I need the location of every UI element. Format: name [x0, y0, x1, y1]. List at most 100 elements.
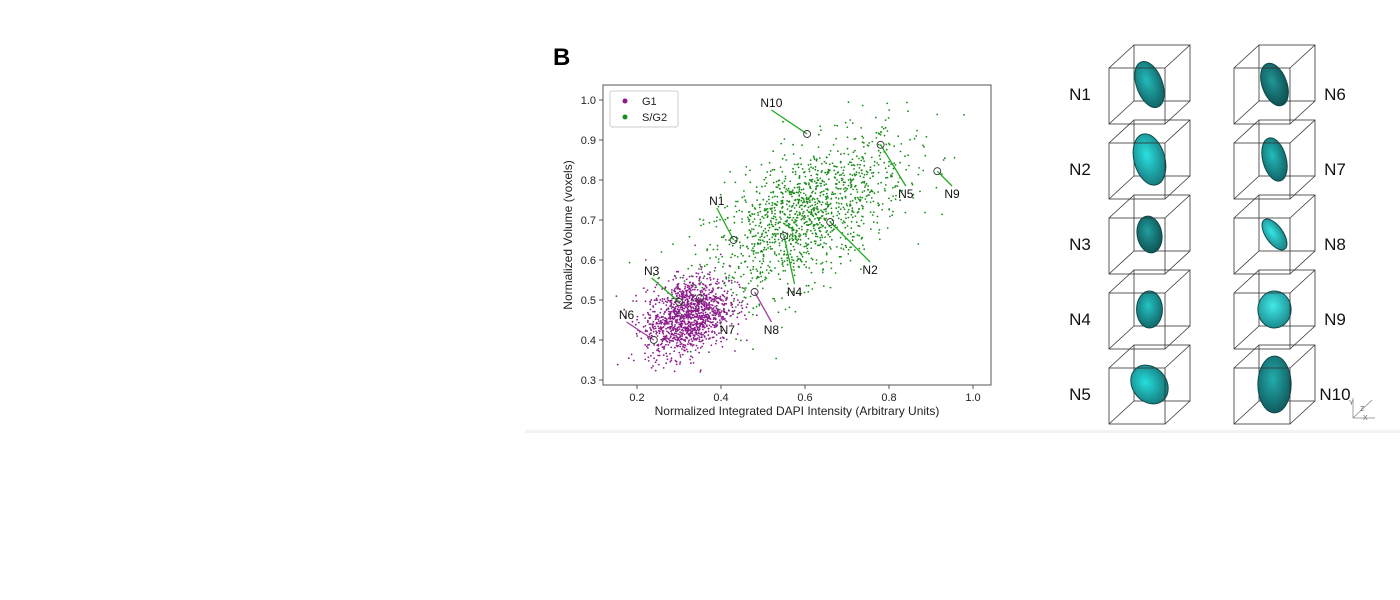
- point-g1: [687, 318, 689, 320]
- point-sg2: [751, 249, 753, 252]
- point-sg2: [821, 210, 824, 213]
- point-g1: [649, 327, 651, 329]
- point-g1: [689, 326, 692, 328]
- point-g1: [710, 291, 713, 294]
- point-sg2: [747, 282, 750, 285]
- annotation-marker: [780, 232, 788, 240]
- nucleus-label: N4: [1069, 310, 1091, 329]
- point-sg2: [759, 218, 762, 221]
- point-g1: [644, 317, 647, 319]
- point-sg2: [790, 243, 792, 246]
- point-g1: [675, 286, 678, 288]
- point-sg2: [688, 235, 691, 238]
- point-sg2: [744, 173, 747, 176]
- point-sg2: [821, 261, 824, 264]
- point-g1: [699, 347, 702, 349]
- point-sg2: [886, 171, 888, 174]
- point-g1: [728, 310, 730, 312]
- point-sg2: [828, 169, 831, 172]
- point-g1: [687, 341, 690, 343]
- point-sg2: [797, 166, 800, 169]
- point-sg2: [820, 217, 822, 219]
- point-g1: [689, 329, 692, 332]
- point-sg2: [802, 233, 805, 236]
- point-g1: [745, 306, 748, 309]
- point-g1: [706, 318, 709, 321]
- point-sg2: [813, 207, 816, 209]
- point-g1: [699, 299, 701, 301]
- point-sg2: [810, 247, 813, 250]
- point-sg2: [747, 247, 749, 250]
- point-sg2: [815, 186, 818, 188]
- annotation-marker: [803, 130, 812, 138]
- point-sg2: [867, 188, 870, 191]
- point-sg2: [802, 215, 805, 218]
- point-sg2: [771, 207, 773, 210]
- point-sg2: [815, 188, 817, 191]
- point-g1: [669, 336, 672, 339]
- point-sg2: [795, 241, 797, 244]
- point-sg2: [847, 184, 850, 187]
- point-g1: [645, 345, 648, 348]
- point-g1: [700, 289, 703, 292]
- point-sg2: [820, 182, 822, 185]
- point-g1: [680, 314, 683, 317]
- point-sg2: [813, 180, 816, 183]
- point-sg2: [814, 192, 817, 195]
- point-sg2: [872, 200, 875, 203]
- point-sg2: [794, 199, 797, 202]
- point-sg2: [880, 131, 882, 134]
- point-sg2: [779, 278, 781, 281]
- point-sg2: [816, 205, 819, 208]
- point-sg2: [862, 137, 865, 139]
- point-sg2: [769, 241, 771, 244]
- point-sg2: [851, 209, 854, 212]
- point-g1: [681, 323, 684, 325]
- point-sg2: [766, 234, 769, 237]
- nucleus-n5: N5: [1069, 344, 1191, 425]
- point-sg2: [806, 243, 809, 246]
- point-g1: [661, 346, 664, 348]
- point-sg2: [735, 338, 737, 340]
- point-g1: [686, 326, 689, 328]
- nucleus-render: [1261, 218, 1288, 251]
- point-sg2: [748, 255, 751, 258]
- point-sg2: [851, 199, 854, 202]
- point-sg2: [885, 148, 888, 151]
- point-sg2: [767, 229, 770, 232]
- point-g1: [672, 318, 675, 320]
- point-g1: [651, 323, 654, 326]
- point-g1: [694, 297, 696, 300]
- point-g1: [674, 316, 676, 318]
- point-sg2: [891, 175, 893, 178]
- point-g1: [703, 288, 705, 290]
- point-g1: [697, 326, 699, 329]
- point-g1: [745, 318, 747, 320]
- point-sg2: [826, 201, 829, 204]
- point-sg2: [860, 127, 863, 129]
- point-g1: [725, 338, 728, 341]
- point-g1: [737, 304, 739, 306]
- point-sg2: [702, 219, 705, 222]
- point-sg2: [884, 167, 887, 170]
- point-sg2: [799, 238, 802, 241]
- point-g1: [655, 322, 658, 325]
- point-sg2: [944, 157, 946, 160]
- point-sg2: [870, 190, 872, 193]
- point-g1: [730, 294, 733, 297]
- point-g1: [707, 273, 709, 276]
- point-sg2: [801, 168, 804, 170]
- point-sg2: [789, 193, 791, 196]
- point-sg2: [799, 258, 802, 261]
- point-sg2: [775, 357, 777, 360]
- point-sg2: [737, 267, 740, 270]
- point-sg2: [896, 185, 899, 188]
- point-g1: [662, 367, 665, 369]
- point-g1: [674, 359, 677, 362]
- point-sg2: [782, 120, 784, 123]
- point-sg2: [797, 202, 800, 205]
- x-tick-label: 0.8: [881, 392, 896, 404]
- point-g1: [650, 332, 652, 334]
- point-sg2: [774, 216, 777, 219]
- point-g1: [713, 332, 716, 334]
